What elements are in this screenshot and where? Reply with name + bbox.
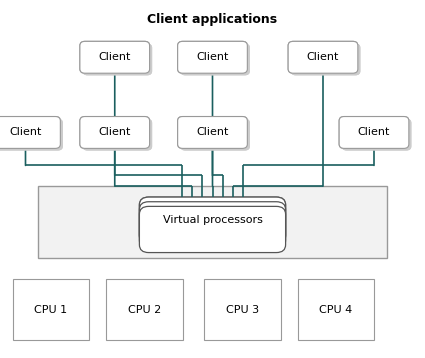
FancyBboxPatch shape — [180, 44, 250, 75]
Bar — [38, 186, 387, 258]
Text: Client: Client — [196, 52, 229, 62]
FancyBboxPatch shape — [288, 41, 358, 73]
FancyBboxPatch shape — [291, 44, 360, 75]
Text: CPU 3: CPU 3 — [226, 305, 259, 315]
FancyBboxPatch shape — [80, 117, 150, 148]
Bar — [106, 279, 183, 340]
FancyBboxPatch shape — [82, 44, 152, 75]
FancyBboxPatch shape — [80, 41, 150, 73]
Text: Client: Client — [99, 127, 131, 137]
Text: Virtual processors: Virtual processors — [162, 215, 262, 225]
FancyBboxPatch shape — [80, 41, 150, 73]
FancyBboxPatch shape — [339, 117, 409, 148]
Text: CPU 4: CPU 4 — [319, 305, 352, 315]
Text: Client: Client — [307, 52, 339, 62]
Text: Client: Client — [99, 52, 131, 62]
FancyBboxPatch shape — [0, 117, 60, 148]
FancyBboxPatch shape — [178, 117, 247, 148]
Text: Client: Client — [196, 52, 229, 62]
FancyBboxPatch shape — [178, 41, 247, 73]
Text: Client: Client — [9, 127, 42, 137]
Text: Client: Client — [196, 127, 229, 137]
Text: Client: Client — [99, 52, 131, 62]
Bar — [13, 279, 89, 340]
FancyBboxPatch shape — [342, 118, 411, 150]
Bar — [298, 279, 374, 340]
FancyBboxPatch shape — [339, 117, 409, 148]
FancyBboxPatch shape — [180, 44, 250, 75]
Text: Client: Client — [358, 127, 390, 137]
FancyBboxPatch shape — [82, 44, 152, 75]
FancyBboxPatch shape — [0, 118, 63, 150]
FancyBboxPatch shape — [178, 117, 247, 148]
FancyBboxPatch shape — [178, 41, 247, 73]
Text: Client: Client — [196, 127, 229, 137]
FancyBboxPatch shape — [180, 118, 250, 150]
Text: CPU 2: CPU 2 — [128, 305, 161, 315]
FancyBboxPatch shape — [139, 197, 286, 243]
FancyBboxPatch shape — [139, 202, 286, 248]
FancyBboxPatch shape — [82, 118, 152, 150]
FancyBboxPatch shape — [342, 118, 411, 150]
FancyBboxPatch shape — [288, 41, 358, 73]
Bar — [204, 279, 280, 340]
Text: Client: Client — [9, 127, 42, 137]
Text: Client: Client — [358, 127, 390, 137]
Text: CPU 1: CPU 1 — [34, 305, 68, 315]
FancyBboxPatch shape — [80, 117, 150, 148]
FancyBboxPatch shape — [180, 118, 250, 150]
FancyBboxPatch shape — [0, 117, 60, 148]
Text: Client applications: Client applications — [147, 13, 278, 25]
FancyBboxPatch shape — [0, 118, 63, 150]
Text: Client: Client — [99, 127, 131, 137]
FancyBboxPatch shape — [291, 44, 360, 75]
FancyBboxPatch shape — [139, 197, 286, 243]
Text: Client: Client — [307, 52, 339, 62]
FancyBboxPatch shape — [139, 206, 286, 253]
FancyBboxPatch shape — [82, 118, 152, 150]
